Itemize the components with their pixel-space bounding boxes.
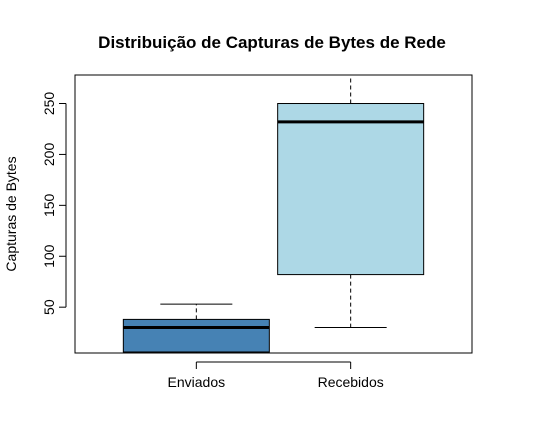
y-axis: 50 100 150 200 250 <box>41 92 67 315</box>
x-tick-label: Enviados <box>168 374 226 390</box>
x-axis: Enviados Recebidos <box>168 361 384 390</box>
x-tick-label: Recebidos <box>318 374 384 390</box>
y-tick-label: 50 <box>41 299 57 315</box>
box-recebidos <box>277 74 425 329</box>
y-tick-label: 150 <box>41 193 57 217</box>
chart-title: Distribuição de Capturas de Bytes de Red… <box>98 33 446 52</box>
box-enviados <box>122 303 270 354</box>
y-tick-label: 100 <box>41 244 57 268</box>
y-axis-label: Capturas de Bytes <box>3 156 19 271</box>
y-tick-label: 250 <box>41 92 57 116</box>
box-body <box>277 103 425 276</box>
plot-frame <box>74 74 473 354</box>
box-body <box>122 318 270 353</box>
boxes-group <box>122 74 425 354</box>
y-tick-label: 200 <box>41 143 57 167</box>
